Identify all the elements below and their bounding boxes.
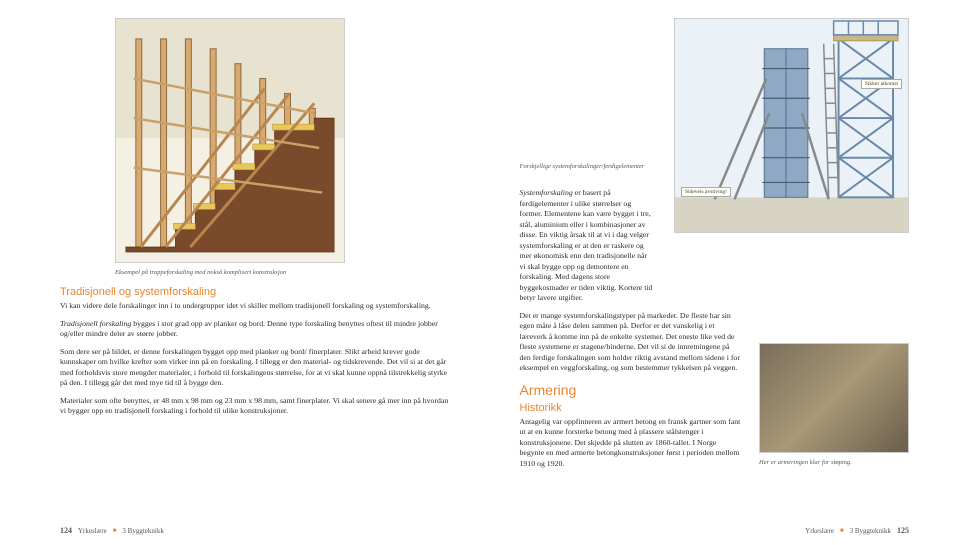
page-spread: Eksempel på trappeforskaling med nokså k…: [0, 0, 959, 545]
para-bildet: Som dere ser på bildet, er denne forskal…: [60, 347, 450, 389]
right-col-figs: Sikker atkomst Sideveis avstiving! Her e…: [674, 18, 909, 476]
figure-photo: [759, 343, 909, 453]
heading-armering: Armering: [520, 382, 655, 398]
term-tradisjonell: Tradisjonell forskaling: [60, 319, 131, 328]
figure-photo-caption: Her er armeringen klar for støping.: [759, 459, 909, 466]
label-atkomst: Sikker atkomst: [861, 79, 902, 89]
footer-left: 124 Yrkeslære ■ 3 Byggteknikk: [60, 526, 164, 535]
figure-stairs: [115, 18, 345, 263]
footer-square-icon: ■: [113, 528, 117, 534]
footer-book-left: Yrkeslære: [78, 527, 107, 535]
page-right: Forskjellige systemforskalinger/ferdigel…: [490, 0, 959, 545]
photo-armering: [760, 344, 908, 452]
footer-chapter-right: 3 Byggteknikk: [850, 527, 891, 535]
right-col-text: Forskjellige systemforskalinger/ferdigel…: [520, 18, 655, 476]
scaffold-illustration: [675, 19, 908, 232]
footer-book-right: Yrkeslære: [805, 527, 834, 535]
heading-historikk: Historikk: [520, 402, 655, 414]
figure-stairs-caption: Eksempel på trappeforskaling med nokså k…: [115, 269, 345, 276]
para-intro: Vi kan videre dele forskalinger inn i to…: [60, 301, 450, 312]
para-tradisjonell: Tradisjonell forskaling bygges i stor gr…: [60, 319, 450, 340]
figure-scaffold: Sikker atkomst Sideveis avstiving!: [674, 18, 909, 233]
page-number-left: 124: [60, 526, 72, 535]
heading-tradisjonell: Tradisjonell og systemforskaling: [60, 286, 450, 298]
para-materialer: Materialer som ofte benyttes, er 48 mm x…: [60, 396, 450, 417]
figure-scaffold-caption: Forskjellige systemforskalinger/ferdigel…: [520, 163, 655, 170]
page-number-right: 125: [897, 526, 909, 535]
para-system: Systemforskaling er basert på ferdigelem…: [520, 188, 655, 304]
para-system-rest: er basert på ferdigelementer i ulike stø…: [520, 188, 653, 302]
footer-square-icon-right: ■: [840, 528, 844, 534]
label-avstiving: Sideveis avstiving!: [681, 187, 731, 197]
stairs-illustration: [116, 19, 344, 262]
footer-chapter-left: 3 Byggteknikk: [122, 527, 163, 535]
page-left: Eksempel på trappeforskaling med nokså k…: [0, 0, 490, 545]
term-system: Systemforskaling: [520, 188, 573, 197]
right-columns: Forskjellige systemforskalinger/ferdigel…: [520, 18, 910, 476]
footer-right: Yrkeslære ■ 3 Byggteknikk 125: [805, 526, 909, 535]
